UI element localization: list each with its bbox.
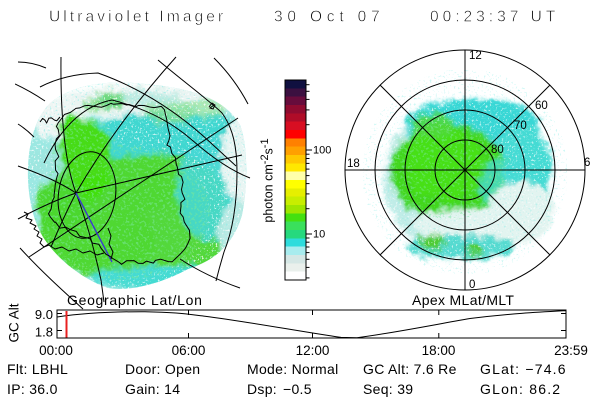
svg-text:GC Alt: 7.6 Re: GC Alt: 7.6 Re xyxy=(363,361,457,377)
svg-text:80: 80 xyxy=(491,144,504,156)
svg-text:Geographic Lat/Lon: Geographic Lat/Lon xyxy=(67,292,203,308)
svg-text:30 Oct 07: 30 Oct 07 xyxy=(274,9,384,26)
svg-text:GLat: −74.6: GLat: −74.6 xyxy=(480,361,567,377)
svg-text:00:00: 00:00 xyxy=(39,343,73,358)
svg-text:Gain: 14: Gain: 14 xyxy=(125,381,180,397)
svg-text:18:00: 18:00 xyxy=(422,343,456,358)
svg-text:Ultraviolet Imager: Ultraviolet Imager xyxy=(49,9,226,26)
svg-text:−0.5: −0.5 xyxy=(283,381,312,397)
svg-text:Door: Open: Door: Open xyxy=(125,361,200,377)
svg-text:10: 10 xyxy=(313,229,325,241)
svg-text:Seq: 39: Seq: 39 xyxy=(363,381,413,397)
svg-text:23:59: 23:59 xyxy=(554,343,588,358)
svg-text:00:23:37 UT: 00:23:37 UT xyxy=(430,9,559,26)
svg-text:Dsp:: Dsp: xyxy=(247,381,277,397)
svg-text:Mode: Normal: Mode: Normal xyxy=(247,361,339,377)
svg-text:12: 12 xyxy=(469,50,482,62)
svg-text:70: 70 xyxy=(514,120,527,132)
svg-text:IP: 36.0: IP: 36.0 xyxy=(7,381,58,397)
svg-text:Flt: LBHL: Flt: LBHL xyxy=(7,361,68,377)
svg-text:12:00: 12:00 xyxy=(296,343,330,358)
svg-text:60: 60 xyxy=(535,100,548,112)
svg-text:0: 0 xyxy=(469,279,475,291)
svg-text:18: 18 xyxy=(347,158,360,170)
svg-text:9.0: 9.0 xyxy=(35,307,53,322)
svg-text:1.8: 1.8 xyxy=(35,325,53,340)
svg-text:GLon: 86.2: GLon: 86.2 xyxy=(480,381,561,397)
svg-text:6: 6 xyxy=(584,157,590,169)
svg-text:06:00: 06:00 xyxy=(172,343,206,358)
svg-text:Apex MLat/MLT: Apex MLat/MLT xyxy=(412,292,514,308)
svg-text:photon cm-2s-1: photon cm-2s-1 xyxy=(259,138,276,222)
svg-text:GC Alt: GC Alt xyxy=(7,303,22,342)
svg-text:100: 100 xyxy=(313,145,331,157)
